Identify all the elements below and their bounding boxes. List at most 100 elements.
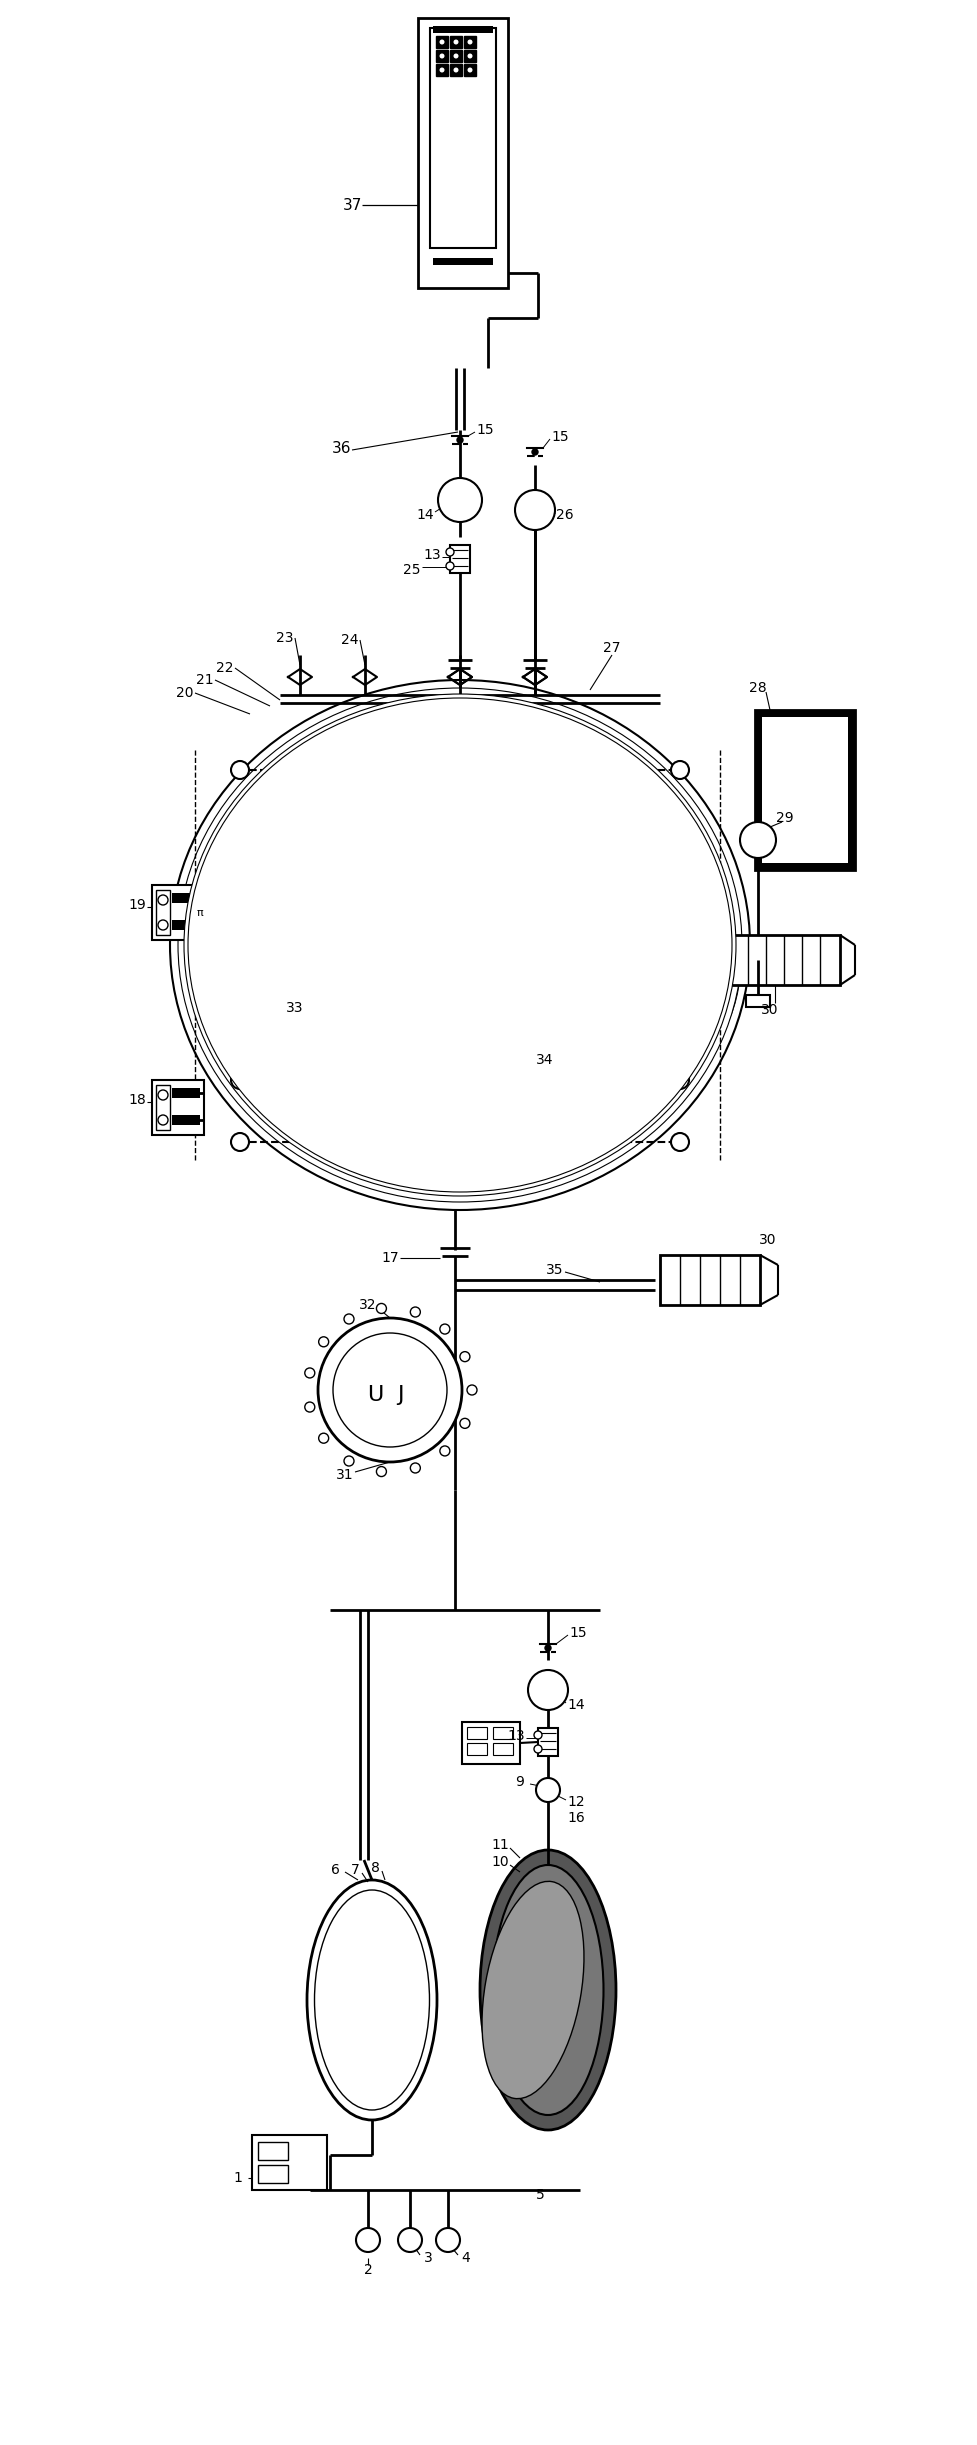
Circle shape [436,2227,459,2252]
Bar [659,1254,759,1306]
Circle shape [440,1445,449,1455]
Circle shape [410,1308,420,1318]
Text: 30: 30 [758,1232,776,1247]
Text: 1: 1 [234,2171,242,2186]
Circle shape [344,1457,354,1467]
Circle shape [496,1139,506,1149]
Text: 13: 13 [423,548,441,562]
Text: 5: 5 [535,2188,544,2203]
Circle shape [439,39,444,44]
Circle shape [438,479,482,521]
Circle shape [345,980,525,1159]
Bar [151,1081,204,1134]
Circle shape [376,1303,386,1313]
Circle shape [158,1115,168,1125]
Bar [463,64,476,76]
Bar [436,49,447,61]
Bar [463,37,476,49]
Bar [745,995,769,1007]
Circle shape [496,990,506,1000]
Bar [433,259,492,264]
Circle shape [332,1333,446,1447]
Circle shape [332,1086,342,1095]
Ellipse shape [492,1866,603,2115]
Bar [754,709,854,870]
Text: 13: 13 [507,1729,525,1743]
Text: 10: 10 [490,1856,508,1868]
Ellipse shape [178,687,742,1203]
Bar [461,1721,520,1763]
Circle shape [305,1367,315,1379]
Text: 16: 16 [567,1812,584,1824]
Text: 19: 19 [128,897,146,912]
Text: 31: 31 [336,1467,354,1482]
Text: 15: 15 [476,423,493,438]
Text: 32: 32 [359,1298,376,1313]
Circle shape [231,885,249,902]
Bar [172,1088,199,1098]
Text: 33: 33 [286,1000,304,1015]
Text: 35: 35 [546,1264,563,1276]
Ellipse shape [629,873,729,1046]
Text: 3: 3 [423,2252,432,2264]
Circle shape [535,1778,560,1802]
Circle shape [533,1746,541,1753]
Bar [252,2134,326,2191]
Circle shape [231,760,249,780]
Circle shape [467,68,472,73]
Circle shape [453,39,458,44]
Text: 27: 27 [603,641,620,655]
Text: 24: 24 [341,633,359,648]
Bar [433,27,492,32]
Circle shape [349,1007,359,1017]
Text: 2: 2 [363,2264,372,2276]
Text: 9: 9 [515,1775,524,1790]
Circle shape [344,1313,354,1325]
Ellipse shape [170,680,749,1210]
Bar [467,1743,487,1756]
Circle shape [446,562,453,570]
Bar [172,892,199,902]
Text: 17: 17 [381,1252,399,1264]
Circle shape [528,1670,568,1709]
Circle shape [231,1071,249,1088]
Bar [537,1729,558,1756]
Circle shape [521,1105,531,1115]
Circle shape [670,824,688,841]
Text: 8: 8 [370,1861,379,1875]
Ellipse shape [184,694,736,1196]
Circle shape [670,885,688,902]
Circle shape [456,438,462,443]
Text: U: U [366,1384,383,1406]
Bar [417,17,507,289]
Circle shape [459,1352,469,1362]
Bar [467,1726,487,1738]
Circle shape [670,1132,688,1152]
Circle shape [439,68,444,73]
Bar [436,64,447,76]
Bar [729,934,839,985]
Circle shape [419,1164,429,1174]
Text: 28: 28 [748,682,766,694]
Circle shape [440,1325,449,1335]
Bar [492,1726,513,1738]
Ellipse shape [619,861,740,1061]
Bar [449,49,461,61]
Bar [430,27,495,247]
Circle shape [231,946,249,966]
Circle shape [356,2227,380,2252]
Circle shape [453,54,458,59]
Text: 7: 7 [351,1863,359,1878]
Circle shape [670,1010,688,1027]
Bar [761,716,847,863]
Text: 18: 18 [128,1093,146,1108]
Circle shape [446,548,453,555]
Text: 4: 4 [461,2252,470,2264]
Text: 15: 15 [569,1626,586,1641]
Bar [449,64,461,76]
Circle shape [319,1337,328,1347]
Text: 21: 21 [196,672,214,687]
Ellipse shape [307,1880,437,2120]
Circle shape [231,824,249,841]
Circle shape [460,1159,470,1171]
